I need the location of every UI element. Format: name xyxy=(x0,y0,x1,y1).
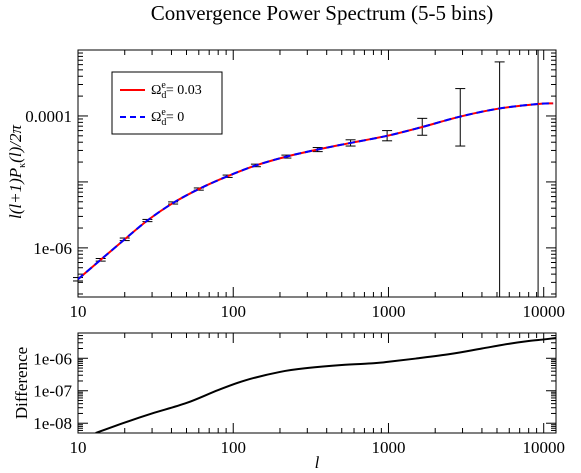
x-tick-label: 100 xyxy=(220,302,246,321)
x-tick-label: 1000 xyxy=(371,302,405,321)
bottom-axes: 10 100 1000 10000 1e-08 1e-07 1e-06 xyxy=(33,332,565,457)
y-tick-label: 1e-06 xyxy=(33,349,72,368)
x-tick-label: 10 xyxy=(70,302,87,321)
top-y-axis-label: l(l+1)Pκ(l)/2π xyxy=(6,125,28,219)
top-plot-frame xyxy=(77,49,557,298)
bottom-panel: 10 100 1000 10000 1e-08 1e-07 1e-06 Difference… xyxy=(12,332,565,472)
top-panel: 10 100 1000 10000 1e-06 0.0001 Ωde= 0.03 Ωde=… xyxy=(6,49,565,321)
y-tick-label: 1e-06 xyxy=(33,239,72,258)
x-tick-label: 1000 xyxy=(371,438,405,457)
y-tick-label: 1e-07 xyxy=(33,382,72,401)
bottom-lines xyxy=(95,337,556,433)
y-tick-label: 0.0001 xyxy=(25,107,72,126)
series-line-1 xyxy=(95,337,556,433)
bottom-y-axis-label: Difference xyxy=(12,347,31,419)
bottom-plot-frame xyxy=(77,332,557,434)
legend-label-1: Ωde= 0.03 xyxy=(151,80,202,101)
chart-title: Convergence Power Spectrum (5-5 bins) xyxy=(151,1,494,25)
x-tick-label: 10000 xyxy=(522,438,565,457)
top-lines xyxy=(78,102,554,280)
y-tick-label: 1e-08 xyxy=(33,414,72,433)
legend: Ωde= 0.03 Ωde= 0 xyxy=(111,71,223,135)
x-tick-label: 100 xyxy=(220,438,246,457)
x-tick-label: 10 xyxy=(70,438,87,457)
legend-box xyxy=(111,71,223,135)
bottom-x-axis-label: l xyxy=(315,453,320,472)
x-tick-label: 10000 xyxy=(522,302,565,321)
series-line-2 xyxy=(78,102,554,280)
legend-label-2: Ωde= 0 xyxy=(151,107,184,128)
top-axes: 10 100 1000 10000 1e-06 0.0001 xyxy=(25,49,565,321)
